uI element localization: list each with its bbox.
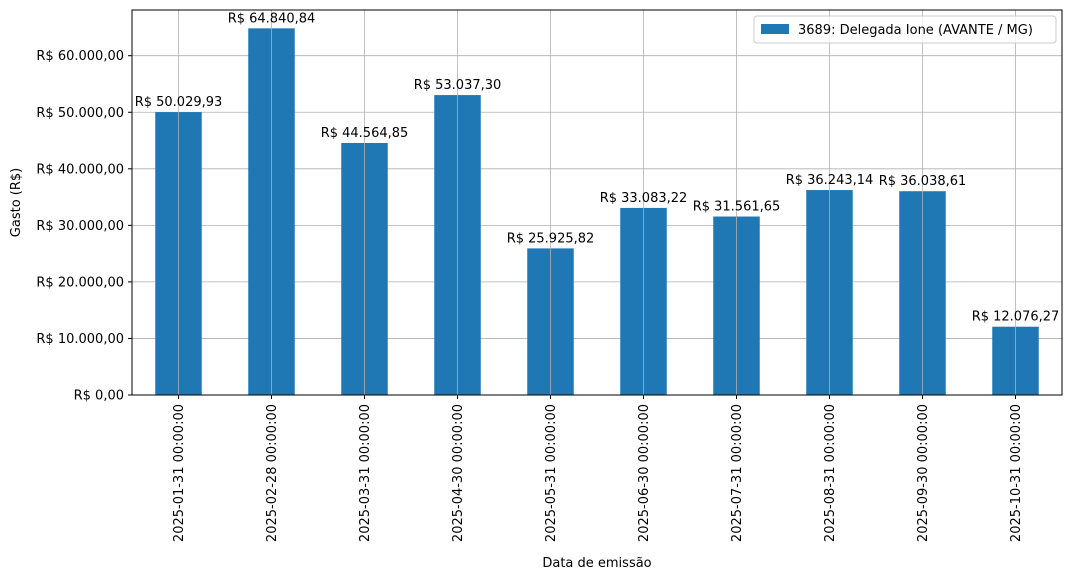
y-tick-label: R$ 60.000,00: [36, 49, 124, 64]
y-axis-label: Gasto (R$): [9, 168, 24, 237]
vertical-grid: [178, 10, 1016, 395]
x-tick-label: 2025-02-28 00:00:00: [265, 404, 280, 542]
bar-value-label: R$ 25.925,82: [507, 231, 595, 246]
plot-frame: [131, 9, 1063, 396]
bar-value-label: R$ 33.083,22: [600, 191, 688, 206]
bar-value-label: R$ 12.076,27: [972, 310, 1060, 325]
legend: 3689: Delegada Ione (AVANTE / MG): [753, 15, 1057, 44]
legend-swatch: [761, 24, 789, 34]
legend-box: [753, 15, 1057, 44]
y-tick-label: R$ 30.000,00: [36, 219, 124, 234]
bar-value-label: R$ 53.037,30: [414, 78, 502, 93]
x-tick-label: 2025-08-31 00:00:00: [823, 404, 838, 542]
y-tick-label: R$ 0,00: [74, 389, 124, 404]
x-tick-label: 2025-10-31 00:00:00: [1009, 404, 1024, 542]
x-axis-label: Data de emissão: [542, 556, 651, 571]
x-tick-label: 2025-01-31 00:00:00: [172, 404, 187, 542]
data-labels: R$ 50.029,93 R$ 64.840,84 R$ 44.564,85 R$ 5…: [135, 11, 1060, 324]
x-tick-label: 2025-05-31 00:00:00: [544, 404, 559, 542]
y-tick-label: R$ 50.000,00: [36, 106, 124, 121]
y-axis-ticks: R$ 0,00 R$ 10.000,00 R$ 20.000,00 R$ 30.000…: [36, 49, 132, 404]
y-tick-label: R$ 10.000,00: [36, 332, 124, 347]
bar-value-label: R$ 36.038,61: [879, 174, 967, 189]
bar-value-label: R$ 50.029,93: [135, 95, 223, 110]
x-axis-ticks: 2025-01-31 00:00:00 2025-02-28 00:00:00 20…: [172, 395, 1024, 542]
bar-value-label: R$ 44.564,85: [321, 126, 409, 141]
legend-entry-label: 3689: Delegada Ione (AVANTE / MG): [798, 23, 1033, 38]
x-tick-label: 2025-03-31 00:00:00: [358, 404, 373, 542]
y-tick-label: R$ 20.000,00: [36, 275, 124, 290]
x-tick-label: 2025-07-31 00:00:00: [730, 404, 745, 542]
x-tick-label: 2025-06-30 00:00:00: [637, 404, 652, 542]
x-tick-label: 2025-04-30 00:00:00: [451, 404, 466, 542]
bars: [155, 28, 1039, 396]
bar-value-label: R$ 64.840,84: [228, 11, 316, 26]
y-tick-label: R$ 40.000,00: [36, 162, 124, 177]
bar-value-label: R$ 31.561,65: [693, 200, 781, 215]
bar-value-label: R$ 36.243,14: [786, 173, 874, 188]
x-tick-label: 2025-09-30 00:00:00: [916, 404, 931, 542]
